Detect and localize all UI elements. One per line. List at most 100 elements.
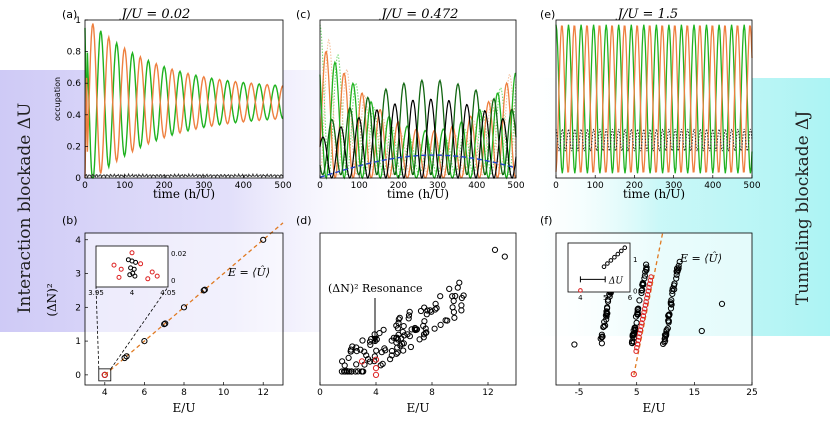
red-point-f-16	[644, 291, 651, 298]
inset-b-red-point-3	[118, 266, 124, 272]
point-d-84	[395, 316, 402, 323]
inset-f-point-3	[612, 254, 617, 260]
outlier-f-2	[718, 300, 726, 307]
series-c-orange	[319, 50, 517, 180]
point-d-49	[411, 324, 419, 332]
inset-f-point-4	[615, 251, 621, 257]
red-point-f-1	[634, 345, 640, 351]
panel-label-c: (c)	[296, 8, 311, 21]
xtick-label-e-1: 100	[587, 181, 604, 191]
annotation-f: E = ⟨Û⟩	[679, 251, 722, 265]
point-d-110	[450, 297, 457, 305]
red-point-f-18	[646, 284, 652, 291]
xtick-label-c-1: 100	[351, 181, 368, 191]
point-d-79	[405, 312, 413, 319]
xtick-label-a-3: 300	[195, 181, 212, 191]
xtick-label-e-2: 200	[626, 181, 643, 191]
red-point-f-8	[639, 320, 645, 326]
point-d-35	[431, 325, 438, 332]
panel-label-e: (e)	[540, 8, 555, 21]
cluster-1-point-29	[632, 325, 639, 332]
inset-b-red-point-4	[149, 269, 155, 275]
panel-label-a: (a)	[62, 8, 77, 21]
point-d-97	[396, 314, 403, 321]
point-b-5	[162, 320, 169, 327]
point-d-63	[366, 358, 374, 365]
cluster-2-point-5	[676, 258, 683, 265]
cluster-1-point-35	[638, 289, 645, 297]
xlabel-c: time (h/U)	[387, 187, 449, 201]
point-b-9	[260, 236, 267, 243]
point-d-72	[428, 308, 435, 315]
point-d-12	[353, 361, 360, 368]
series-e-green	[555, 24, 753, 174]
series-c-black	[319, 98, 517, 180]
inset-f-ytick-0: 0	[633, 287, 637, 295]
point-d-74	[347, 348, 354, 355]
point-d-89	[417, 307, 425, 315]
ytick-label-b-2: 2	[75, 303, 81, 313]
red-point-f-15	[644, 295, 650, 301]
panel-label-f: (f)	[540, 214, 552, 227]
cluster-2-point-28	[673, 275, 680, 282]
series-c-orange-dotted	[319, 38, 517, 177]
point-d-96	[344, 368, 351, 375]
point-d-58	[405, 315, 412, 322]
cluster-2-point-39	[665, 312, 672, 319]
series-e-dark	[555, 128, 753, 152]
xtick-label-a-4: 400	[235, 181, 252, 191]
inset-b-xtick-1: 4	[130, 289, 135, 297]
cluster-1-point-11	[636, 297, 643, 304]
cluster-2-point-36	[669, 290, 676, 297]
red-point-f-12	[642, 306, 648, 312]
xlabel-a: time (h/U)	[153, 187, 215, 201]
inset-b-xtick-0: 3.95	[88, 289, 104, 297]
point-d-99	[423, 329, 430, 336]
red-point-f-4	[636, 334, 642, 340]
cluster-1-point-33	[639, 280, 646, 287]
inset-b-point-4	[131, 266, 137, 272]
point-d-86	[400, 323, 407, 330]
inset-f-xtick-2: 6	[628, 294, 633, 302]
point-d-88	[406, 308, 413, 315]
point-d-80	[404, 331, 411, 338]
ytick-label-a-5: 1	[75, 16, 81, 26]
series-a-orange	[84, 23, 284, 179]
cluster-1-point-18	[642, 268, 649, 275]
point-d-103	[342, 368, 349, 375]
point-d-115	[345, 354, 352, 361]
left-side-label: Interaction blockade ΔU	[15, 103, 35, 314]
inset-f-xtick-0: 4	[578, 294, 583, 302]
panel-c-plot	[319, 24, 517, 180]
right-side-label: Tunneling blockade ΔJ	[793, 111, 813, 305]
ylabel-b: (ΔN)²	[45, 283, 59, 317]
inset-f-point-5	[619, 248, 624, 254]
xtick-label-e-3: 300	[665, 181, 682, 191]
panel-f-plot: ΔU	[567, 232, 726, 378]
point-d-1	[352, 368, 359, 375]
xlabel-d: E/U	[407, 401, 430, 415]
point-d-54	[421, 304, 428, 311]
cluster-0-point-18	[600, 323, 607, 330]
point-b-8	[201, 286, 208, 293]
point-d-111	[348, 368, 355, 375]
cluster-2-point-22	[669, 287, 676, 294]
cluster-0-point-6	[602, 322, 609, 329]
point-d-105	[367, 341, 374, 348]
point-d-27	[394, 349, 401, 356]
ytick-label-b-4: 4	[75, 236, 81, 246]
inset-b-point-7	[132, 273, 138, 279]
cluster-2-point-32	[661, 331, 669, 339]
cluster-1-point-34	[638, 287, 645, 294]
panel-f-frame	[555, 232, 753, 386]
xtick-label-c-4: 400	[468, 181, 485, 191]
point-d-94	[401, 332, 408, 339]
inset-b-ytick-0: 0	[171, 277, 175, 285]
red-point-d-3	[372, 371, 380, 378]
xtick-label-c-5: 500	[507, 181, 524, 191]
red-point-d-2	[372, 365, 380, 372]
cluster-0-point-36	[597, 335, 604, 342]
